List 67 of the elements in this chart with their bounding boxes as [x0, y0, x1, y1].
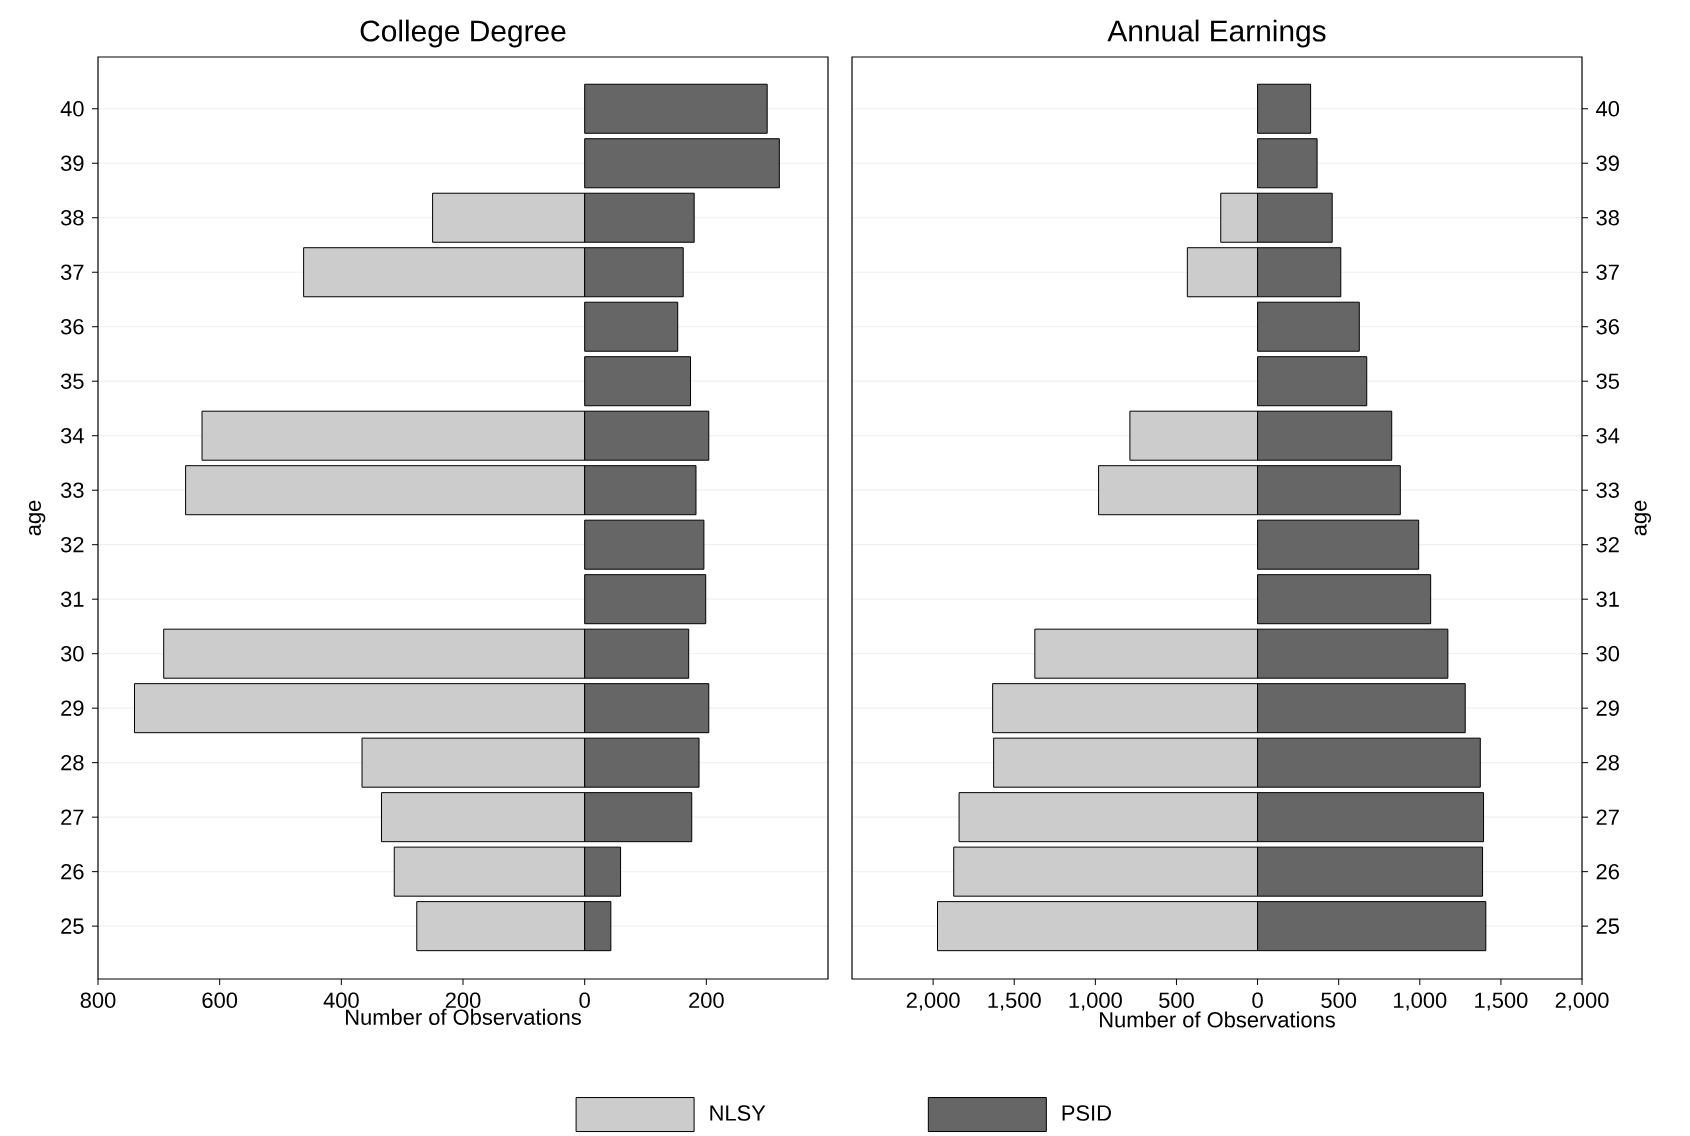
- x-tick-label: 1,500: [988, 992, 1041, 1011]
- x-tick-label: 600: [202, 992, 238, 1009]
- x-tick-label: 0: [579, 992, 590, 1009]
- y-tick-label: 40: [60, 100, 84, 117]
- bar: [1257, 574, 1432, 625]
- x-tick-label: 500: [1321, 992, 1357, 1009]
- x-tick-label: 1,000: [1069, 992, 1122, 1011]
- y-tick-label: 39: [60, 155, 84, 172]
- x-tick-label: 2,000: [1555, 992, 1609, 1011]
- chart-title: College Degree: [360, 19, 566, 48]
- y-tick-label: 39: [1596, 155, 1619, 172]
- y-tick-label: 25: [61, 918, 84, 934]
- y-tick-label: 31: [1596, 591, 1619, 607]
- y-tick-label: 30: [60, 645, 84, 662]
- y-tick-label: 35: [1596, 373, 1619, 389]
- bar: [1257, 83, 1312, 134]
- y-tick-label: 34: [1596, 427, 1620, 444]
- y-tick-label: 31: [60, 591, 84, 607]
- y-tick-label: 26: [61, 863, 84, 880]
- y-tick-label: 29: [1596, 700, 1619, 716]
- bar: [584, 519, 705, 570]
- bar: [1257, 301, 1360, 352]
- bar: [584, 574, 707, 625]
- bar: [584, 301, 679, 352]
- chart-title: Annual Earnings: [1107, 19, 1326, 48]
- y-tick-label: 36: [60, 318, 84, 335]
- y-tick-label: 25: [1596, 918, 1619, 934]
- x-tick-label: 0: [1252, 992, 1263, 1009]
- x-tick-label: 400: [323, 992, 359, 1009]
- y-tick-label: 37: [60, 264, 84, 280]
- x-axis-title: Number of Observations: [1100, 1011, 1335, 1028]
- x-tick-label: 1,500: [1475, 992, 1528, 1011]
- bar: [1257, 138, 1318, 189]
- y-tick-label: 28: [61, 754, 84, 771]
- x-tick-label: 200: [445, 992, 481, 1009]
- x-tick-label: 500: [1159, 992, 1194, 1009]
- y-tick-label: 33: [1596, 482, 1619, 498]
- x-tick-label: 1,000: [1394, 992, 1447, 1011]
- y-tick-label: 38: [60, 209, 84, 226]
- y-tick-label: 33: [60, 482, 84, 498]
- y-tick-label: 28: [1596, 754, 1619, 771]
- x-tick-label: 800: [80, 992, 116, 1009]
- y-tick-label: 29: [61, 700, 84, 716]
- bar: [1257, 356, 1368, 407]
- y-tick-label: 38: [1596, 209, 1619, 226]
- text: PSID: [1062, 1105, 1111, 1121]
- y-tick-label: 27: [61, 809, 84, 825]
- x-tick-label: 200: [689, 992, 724, 1009]
- bar: [584, 356, 692, 407]
- x-axis-title: Number of Observations: [346, 1008, 581, 1025]
- bar: [1257, 519, 1420, 570]
- y-tick-label: 34: [60, 427, 84, 444]
- y-tick-label: 30: [1596, 645, 1620, 662]
- bar: [584, 138, 780, 189]
- y-tick-label: 37: [1596, 264, 1619, 280]
- y-tick-label: 36: [1596, 318, 1619, 335]
- y-tick-label: 35: [60, 373, 84, 389]
- y-tick-label: 32: [60, 536, 84, 553]
- y-tick-label: 40: [1596, 100, 1620, 117]
- x-tick-label: 2,000: [906, 992, 960, 1011]
- text: NLSY: [710, 1105, 766, 1121]
- y-axis-title: age: [28, 500, 46, 536]
- y-tick-label: 26: [1596, 863, 1619, 880]
- y-tick-label: 27: [1596, 809, 1619, 825]
- y-axis-title: age: [1634, 500, 1652, 536]
- y-tick-label: 32: [1596, 536, 1619, 553]
- bar: [584, 83, 768, 134]
